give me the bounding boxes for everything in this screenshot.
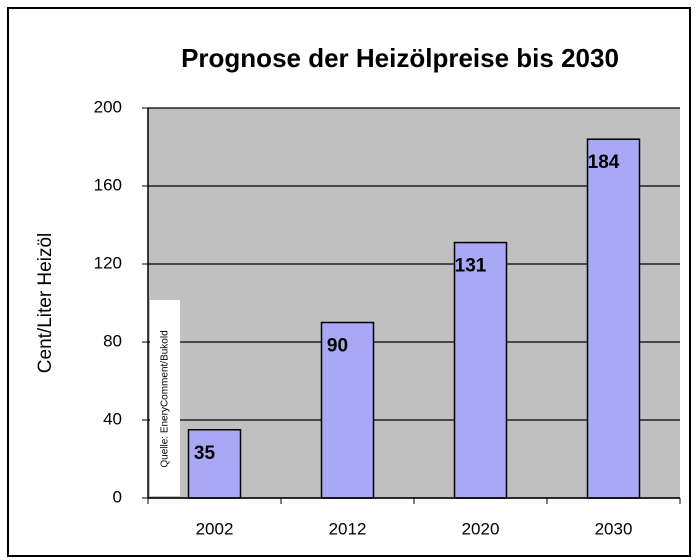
y-axis-label: Cent/Liter Heizöl xyxy=(35,233,56,373)
bar xyxy=(453,241,508,499)
x-tick-label: 2012 xyxy=(329,519,367,538)
y-tick-label: 80 xyxy=(103,331,122,350)
x-tick-label: 2030 xyxy=(595,519,633,538)
bar xyxy=(586,138,641,499)
x-tick-label: 2020 xyxy=(462,519,500,538)
x-tick-label: 2002 xyxy=(196,519,234,538)
source-note: Quelle: EneryComment/Bukold xyxy=(160,330,171,467)
y-tick-label: 40 xyxy=(103,409,122,428)
y-tick-label: 160 xyxy=(94,175,122,194)
y-tick-label: 120 xyxy=(94,253,122,272)
bar xyxy=(320,321,375,499)
y-tick-label: 200 xyxy=(94,97,122,116)
data-label: 184 xyxy=(588,152,620,173)
chart-title: Prognose der Heizölpreise bis 2030 xyxy=(181,43,619,73)
source-box xyxy=(150,300,180,496)
data-label: 35 xyxy=(194,443,216,464)
bar xyxy=(187,429,242,499)
y-tick-label: 0 xyxy=(113,487,122,506)
data-label: 131 xyxy=(455,256,487,277)
data-label: 90 xyxy=(327,336,348,357)
